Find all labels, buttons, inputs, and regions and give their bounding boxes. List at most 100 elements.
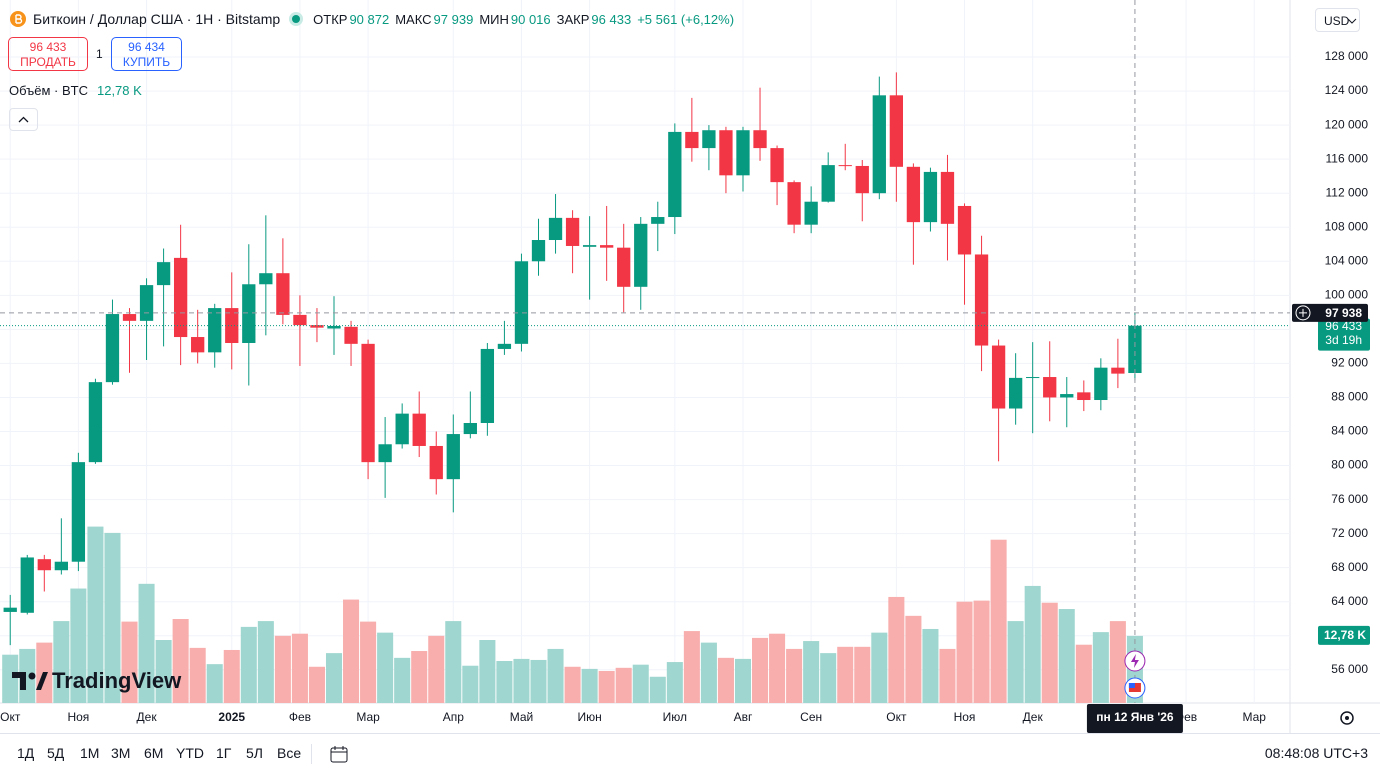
volume-bar: [769, 633, 786, 703]
candle-body: [3, 607, 17, 612]
crosshair-price-box: [1292, 303, 1368, 322]
volume-bar: [496, 661, 513, 703]
volume-bar: [990, 539, 1007, 703]
buy-button[interactable]: 96 434 КУПИТЬ: [111, 37, 182, 71]
y-tick-label: 112 000: [1326, 185, 1369, 199]
candle-body: [1026, 377, 1040, 379]
candle-body: [173, 257, 188, 338]
volume-bar: [445, 621, 462, 703]
y-tick-label: 100 000: [1325, 287, 1369, 301]
collapse-button[interactable]: [9, 108, 38, 131]
volume-bar: [922, 628, 939, 703]
volume-bar: [1041, 602, 1058, 703]
x-tick-label: Май: [510, 710, 534, 724]
range-button[interactable]: 1Г: [216, 745, 232, 761]
y-tick-label: 124 000: [1325, 83, 1369, 97]
event-icon: [1128, 683, 1135, 688]
candle-body: [770, 148, 784, 183]
crosshair-price-label: 97 938: [1325, 306, 1362, 320]
clock[interactable]: 08:48:08 UTC+3: [1264, 745, 1368, 761]
range-button[interactable]: 1Д: [17, 745, 35, 761]
volume-bar: [308, 666, 325, 703]
volume-bar: [939, 648, 956, 703]
volume-bar: [274, 635, 291, 703]
candle-body: [821, 165, 835, 202]
candle-body: [191, 337, 205, 353]
range-button[interactable]: 3М: [111, 745, 131, 761]
y-tick-label: 68 000: [1331, 560, 1368, 574]
y-tick-label: 128 000: [1325, 49, 1369, 63]
candle-body: [514, 261, 529, 344]
volume-bar: [734, 658, 752, 703]
settings-icon[interactable]: [1340, 711, 1354, 725]
volume-bar: [172, 619, 189, 703]
x-tick-label: Мар: [356, 710, 380, 724]
volume-bar: [717, 657, 734, 703]
candle-body: [855, 165, 869, 194]
spread: 1: [96, 47, 103, 61]
volume-bar: [1109, 621, 1126, 703]
status-dot: [292, 15, 301, 23]
x-tick-label: Апр: [443, 710, 465, 724]
y-tick-label: 108 000: [1325, 219, 1369, 233]
candle-body: [1094, 367, 1108, 401]
volume-bar: [479, 640, 496, 703]
volume-bar: [1007, 621, 1024, 703]
volume-bar: [377, 632, 394, 703]
volume-bar: [189, 647, 206, 703]
candle-body: [889, 95, 903, 167]
candle-body: [480, 348, 495, 423]
volume-legend: Объём · BTC 12,78 K: [9, 83, 142, 98]
volume-bar: [206, 664, 223, 703]
volume-bar: [104, 532, 121, 703]
btc-icon: [10, 11, 26, 27]
countdown-label: 3d 19h: [1325, 333, 1362, 347]
volume-bar: [700, 642, 717, 703]
last-price-label: 96 433: [1325, 319, 1362, 333]
volume-bar: [530, 659, 547, 703]
range-button[interactable]: YTD: [176, 745, 204, 761]
currency-select[interactable]: USD: [1315, 8, 1360, 32]
volume-title: Объём · BTC: [9, 83, 88, 98]
candle-body: [940, 171, 955, 224]
candle-body: [974, 254, 989, 346]
calendar-icon[interactable]: [328, 743, 350, 765]
volume-bar: [837, 646, 854, 703]
sell-button[interactable]: 96 433 ПРОДАТЬ: [8, 37, 88, 71]
close-label: ЗАКР: [556, 11, 590, 27]
x-tick-label: Сен: [800, 710, 822, 724]
range-button[interactable]: Все: [277, 745, 302, 761]
x-tick-label: Июн: [577, 710, 601, 724]
low-label: МИН: [479, 11, 509, 27]
volume-bar: [888, 596, 905, 703]
volume-bar: [2, 654, 19, 703]
toolbar-separator: [311, 744, 312, 764]
x-tick-label: Дек: [1023, 710, 1044, 724]
symbol-title[interactable]: Биткоин / Доллар США · 1Н · Bitstamp: [33, 11, 281, 27]
candle-body: [872, 95, 886, 194]
x-tick-label: Мар: [1242, 710, 1266, 724]
y-tick-label: 104 000: [1325, 253, 1369, 267]
volume-bar: [1024, 585, 1041, 703]
candle-body: [276, 273, 290, 315]
range-button[interactable]: 5Д: [47, 745, 65, 761]
candle-body: [600, 245, 614, 248]
volume-bar: [803, 641, 820, 703]
candle-body: [310, 325, 324, 328]
candle-body: [293, 314, 307, 326]
range-button[interactable]: 1М: [80, 745, 100, 761]
candle-body: [565, 217, 580, 246]
open-label: ОТКР: [313, 11, 348, 27]
sell-price: 96 433: [29, 40, 67, 54]
volume-bar: [1075, 644, 1092, 703]
range-button[interactable]: 5Л: [246, 745, 263, 761]
volume-bar: [411, 651, 428, 703]
y-tick-label: 92 000: [1331, 356, 1368, 370]
candle-body: [668, 131, 682, 218]
volume-bar: [53, 621, 70, 703]
volume-bar: [325, 653, 343, 703]
range-button[interactable]: 6М: [144, 745, 164, 761]
candle-body: [139, 285, 154, 321]
